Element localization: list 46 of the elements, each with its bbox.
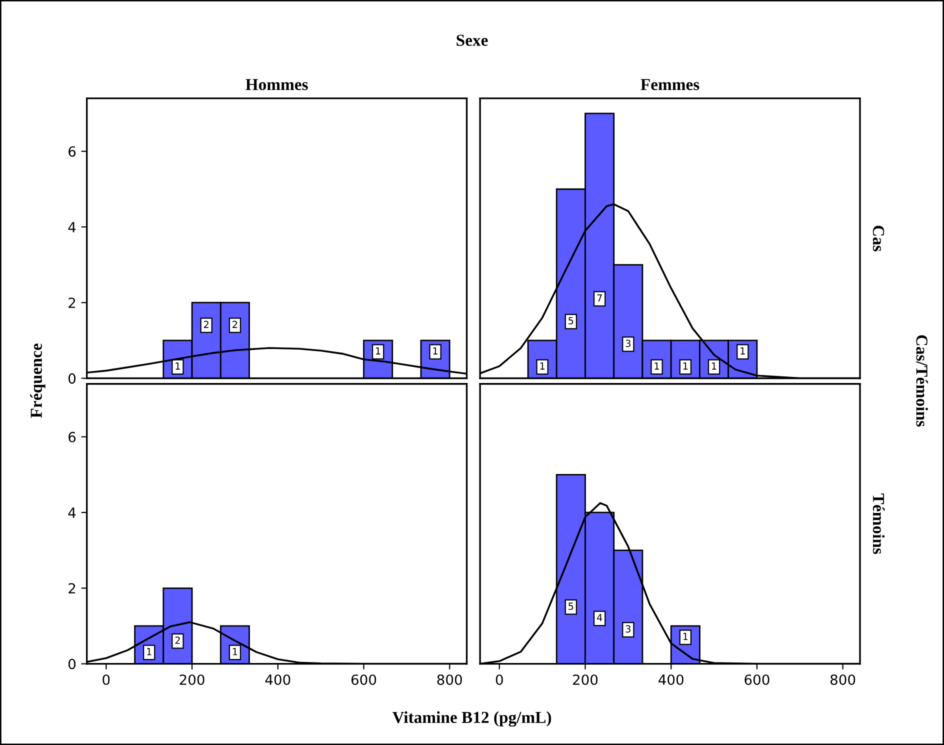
y-tick-label: 2 <box>68 583 76 594</box>
y-tick-label: 6 <box>68 432 76 442</box>
data-label: 1 <box>654 362 659 370</box>
data-label: 1 <box>176 362 180 370</box>
data-label: 1 <box>147 648 152 656</box>
x-tick-label: 800 <box>437 674 462 685</box>
data-label: 1 <box>540 362 545 370</box>
data-label: 1 <box>376 347 380 354</box>
text: Sexe <box>456 34 488 46</box>
data-label: 3 <box>626 340 630 348</box>
data-label: 1 <box>712 362 716 370</box>
data-label: 1 <box>232 648 238 656</box>
text: Témoins <box>872 494 885 554</box>
data-label: 7 <box>597 294 602 302</box>
data-label: 4 <box>596 614 602 622</box>
y-tick-label: 0 <box>68 373 76 384</box>
x-tick-label: 400 <box>265 674 290 685</box>
text: Cas/Témoins <box>916 335 928 427</box>
data-label: 5 <box>568 317 574 324</box>
x-tick-label: 200 <box>180 674 204 685</box>
x-tick-label: 400 <box>658 674 684 685</box>
x-tick-label: 0 <box>102 674 110 685</box>
x-tick-label: 800 <box>830 674 856 685</box>
chart-title: Hommes <box>246 79 308 90</box>
data-label: 2 <box>204 320 208 328</box>
data-label: 2 <box>232 320 238 328</box>
data-label: 2 <box>175 636 180 644</box>
data-label: 1 <box>433 347 438 354</box>
y-tick-label: 6 <box>68 146 76 157</box>
x-tick-label: 600 <box>744 674 770 685</box>
y-tick-label: 2 <box>68 298 76 308</box>
chart-title: Femmes <box>640 79 700 90</box>
text: Cas <box>872 226 884 252</box>
y-axis-title: Fréquence <box>30 344 46 418</box>
data-label: 1 <box>740 347 745 354</box>
data-label: 5 <box>568 602 574 610</box>
data-label: 1 <box>683 362 688 370</box>
x-tick-label: 0 <box>496 674 503 685</box>
x-tick-label: 600 <box>351 674 376 685</box>
x-tick-label: 200 <box>573 674 598 685</box>
x-axis-title: Vitamine B12 (pg/mL) <box>392 711 552 727</box>
y-tick-label: 4 <box>68 508 76 518</box>
data-label: 1 <box>683 632 688 640</box>
y-tick-label: 0 <box>68 658 76 670</box>
y-tick-label: 4 <box>68 222 76 232</box>
data-label: 3 <box>626 625 630 633</box>
